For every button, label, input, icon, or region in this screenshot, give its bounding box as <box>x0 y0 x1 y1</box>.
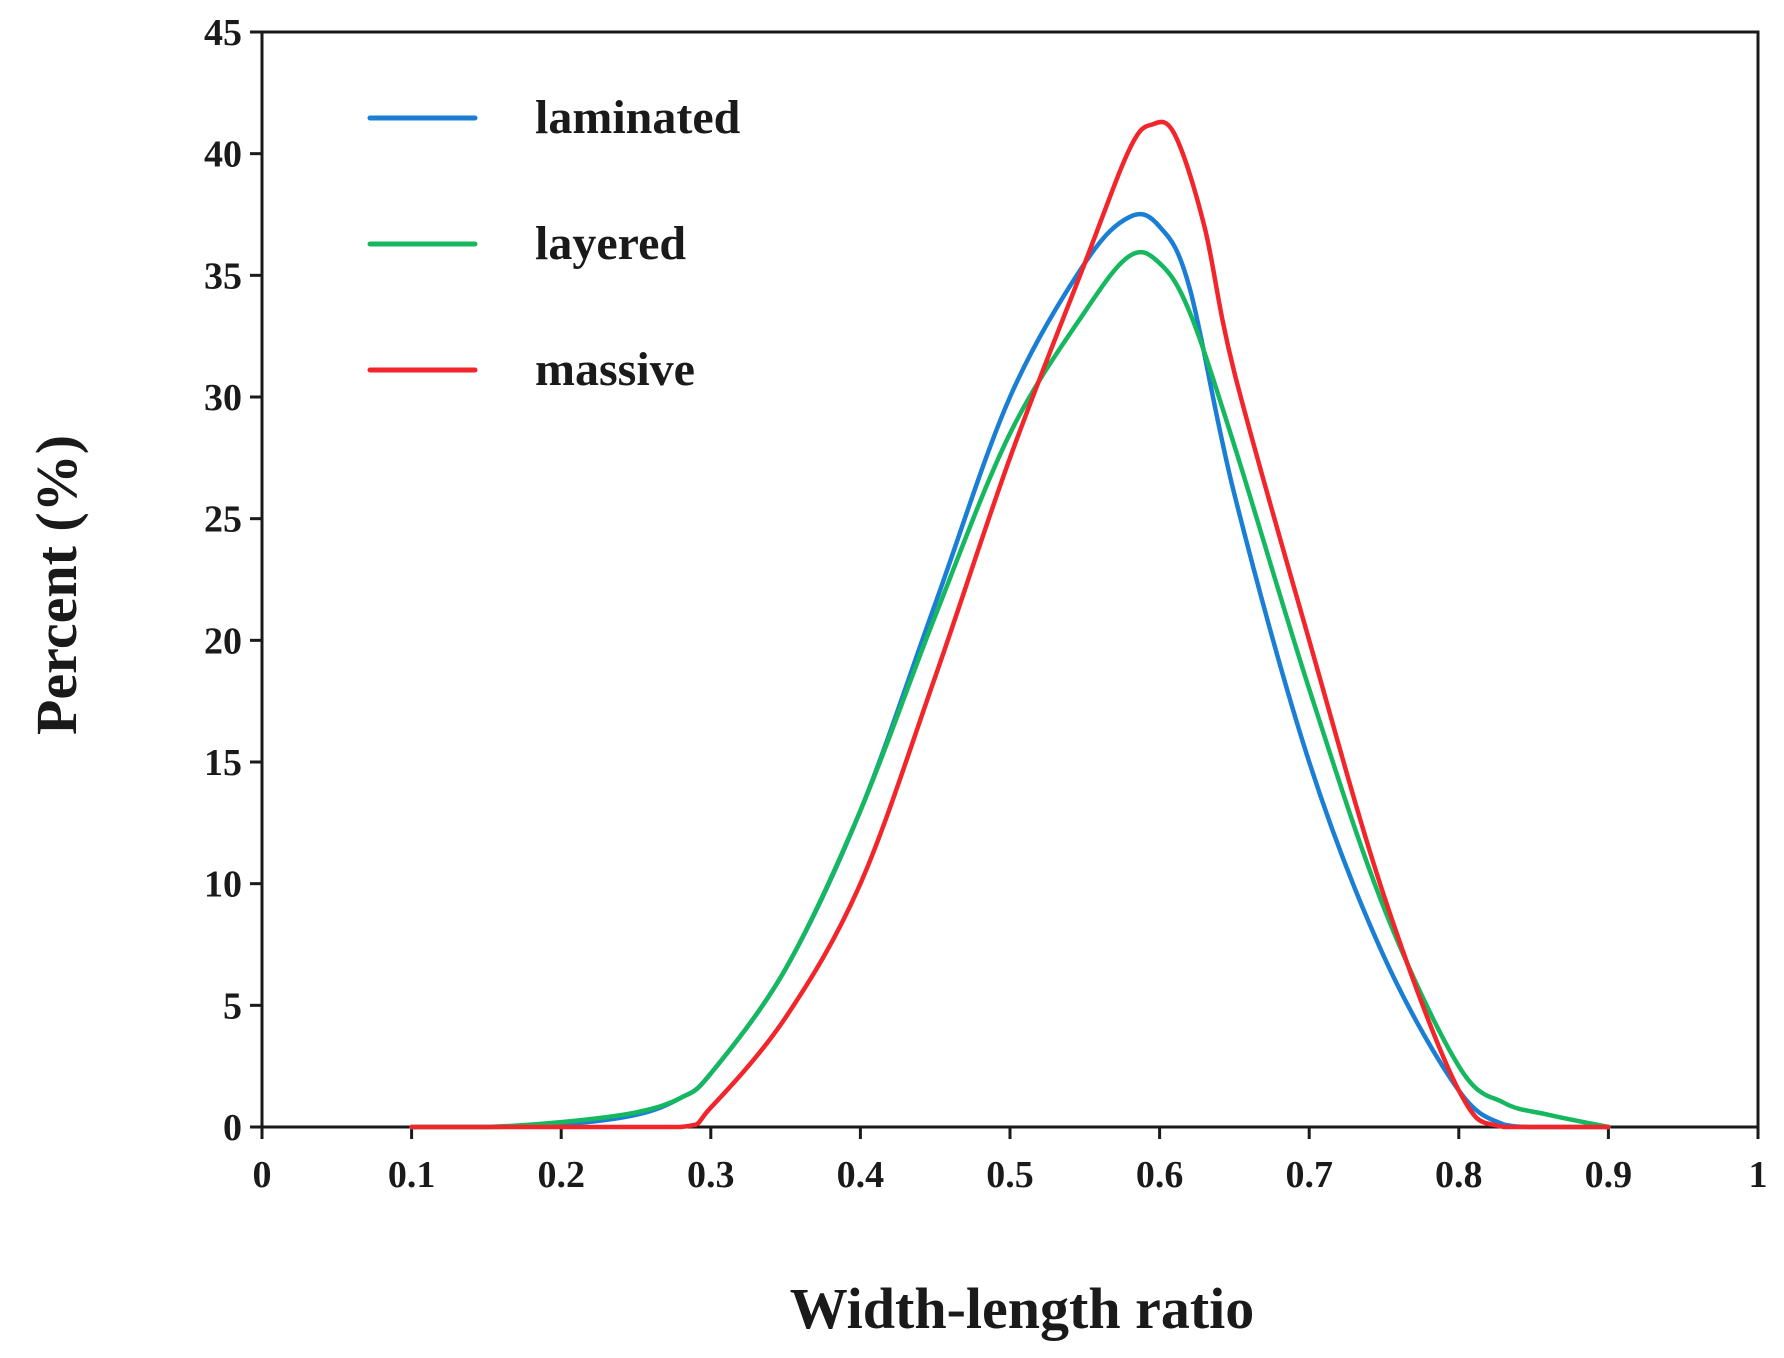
y-tick-label: 25 <box>204 499 242 541</box>
y-tick-label: 15 <box>204 742 242 784</box>
legend-label-layered: layered <box>535 217 686 270</box>
x-tick-label: 0 <box>253 1154 272 1196</box>
axes-layer: 0 0.1 0.2 0.3 0.4 0.5 0.6 0.7 0.8 0.9 105101520253… <box>204 12 1768 1196</box>
y-tick-label: 45 <box>204 12 242 54</box>
x-tick-label: 0.5 <box>986 1154 1034 1196</box>
y-tick-label: 5 <box>223 985 242 1027</box>
legend-label-laminated: laminated <box>535 91 741 144</box>
series-layer <box>409 119 1611 1130</box>
y-tick-label: 0 <box>223 1107 242 1149</box>
x-tick-label: 0.7 <box>1285 1154 1333 1196</box>
y-tick-label: 20 <box>204 620 242 662</box>
y-tick-label: 40 <box>204 134 242 176</box>
legend: laminated layered massive <box>367 91 741 396</box>
x-tick-label: 1 <box>1749 1154 1768 1196</box>
x-tick-label: 0.2 <box>537 1154 585 1196</box>
x-tick-label: 0.9 <box>1585 1154 1633 1196</box>
series-line-massive <box>409 119 1611 1130</box>
x-tick-label: 0.6 <box>1136 1154 1184 1196</box>
plot-frame <box>260 30 1760 1129</box>
y-tick-label: 30 <box>204 377 242 419</box>
y-axis-title: Percent (%) <box>24 435 89 735</box>
x-tick-label: 0.1 <box>388 1154 436 1196</box>
x-tick-label: 0.8 <box>1435 1154 1483 1196</box>
legend-label-massive: massive <box>535 343 695 396</box>
y-tick-label: 35 <box>204 255 242 297</box>
x-axis-title: Width-length ratio <box>790 1276 1255 1341</box>
y-tick-label: 10 <box>204 864 242 906</box>
x-tick-label: 0.4 <box>837 1154 885 1196</box>
x-tick-label: 0.3 <box>687 1154 735 1196</box>
